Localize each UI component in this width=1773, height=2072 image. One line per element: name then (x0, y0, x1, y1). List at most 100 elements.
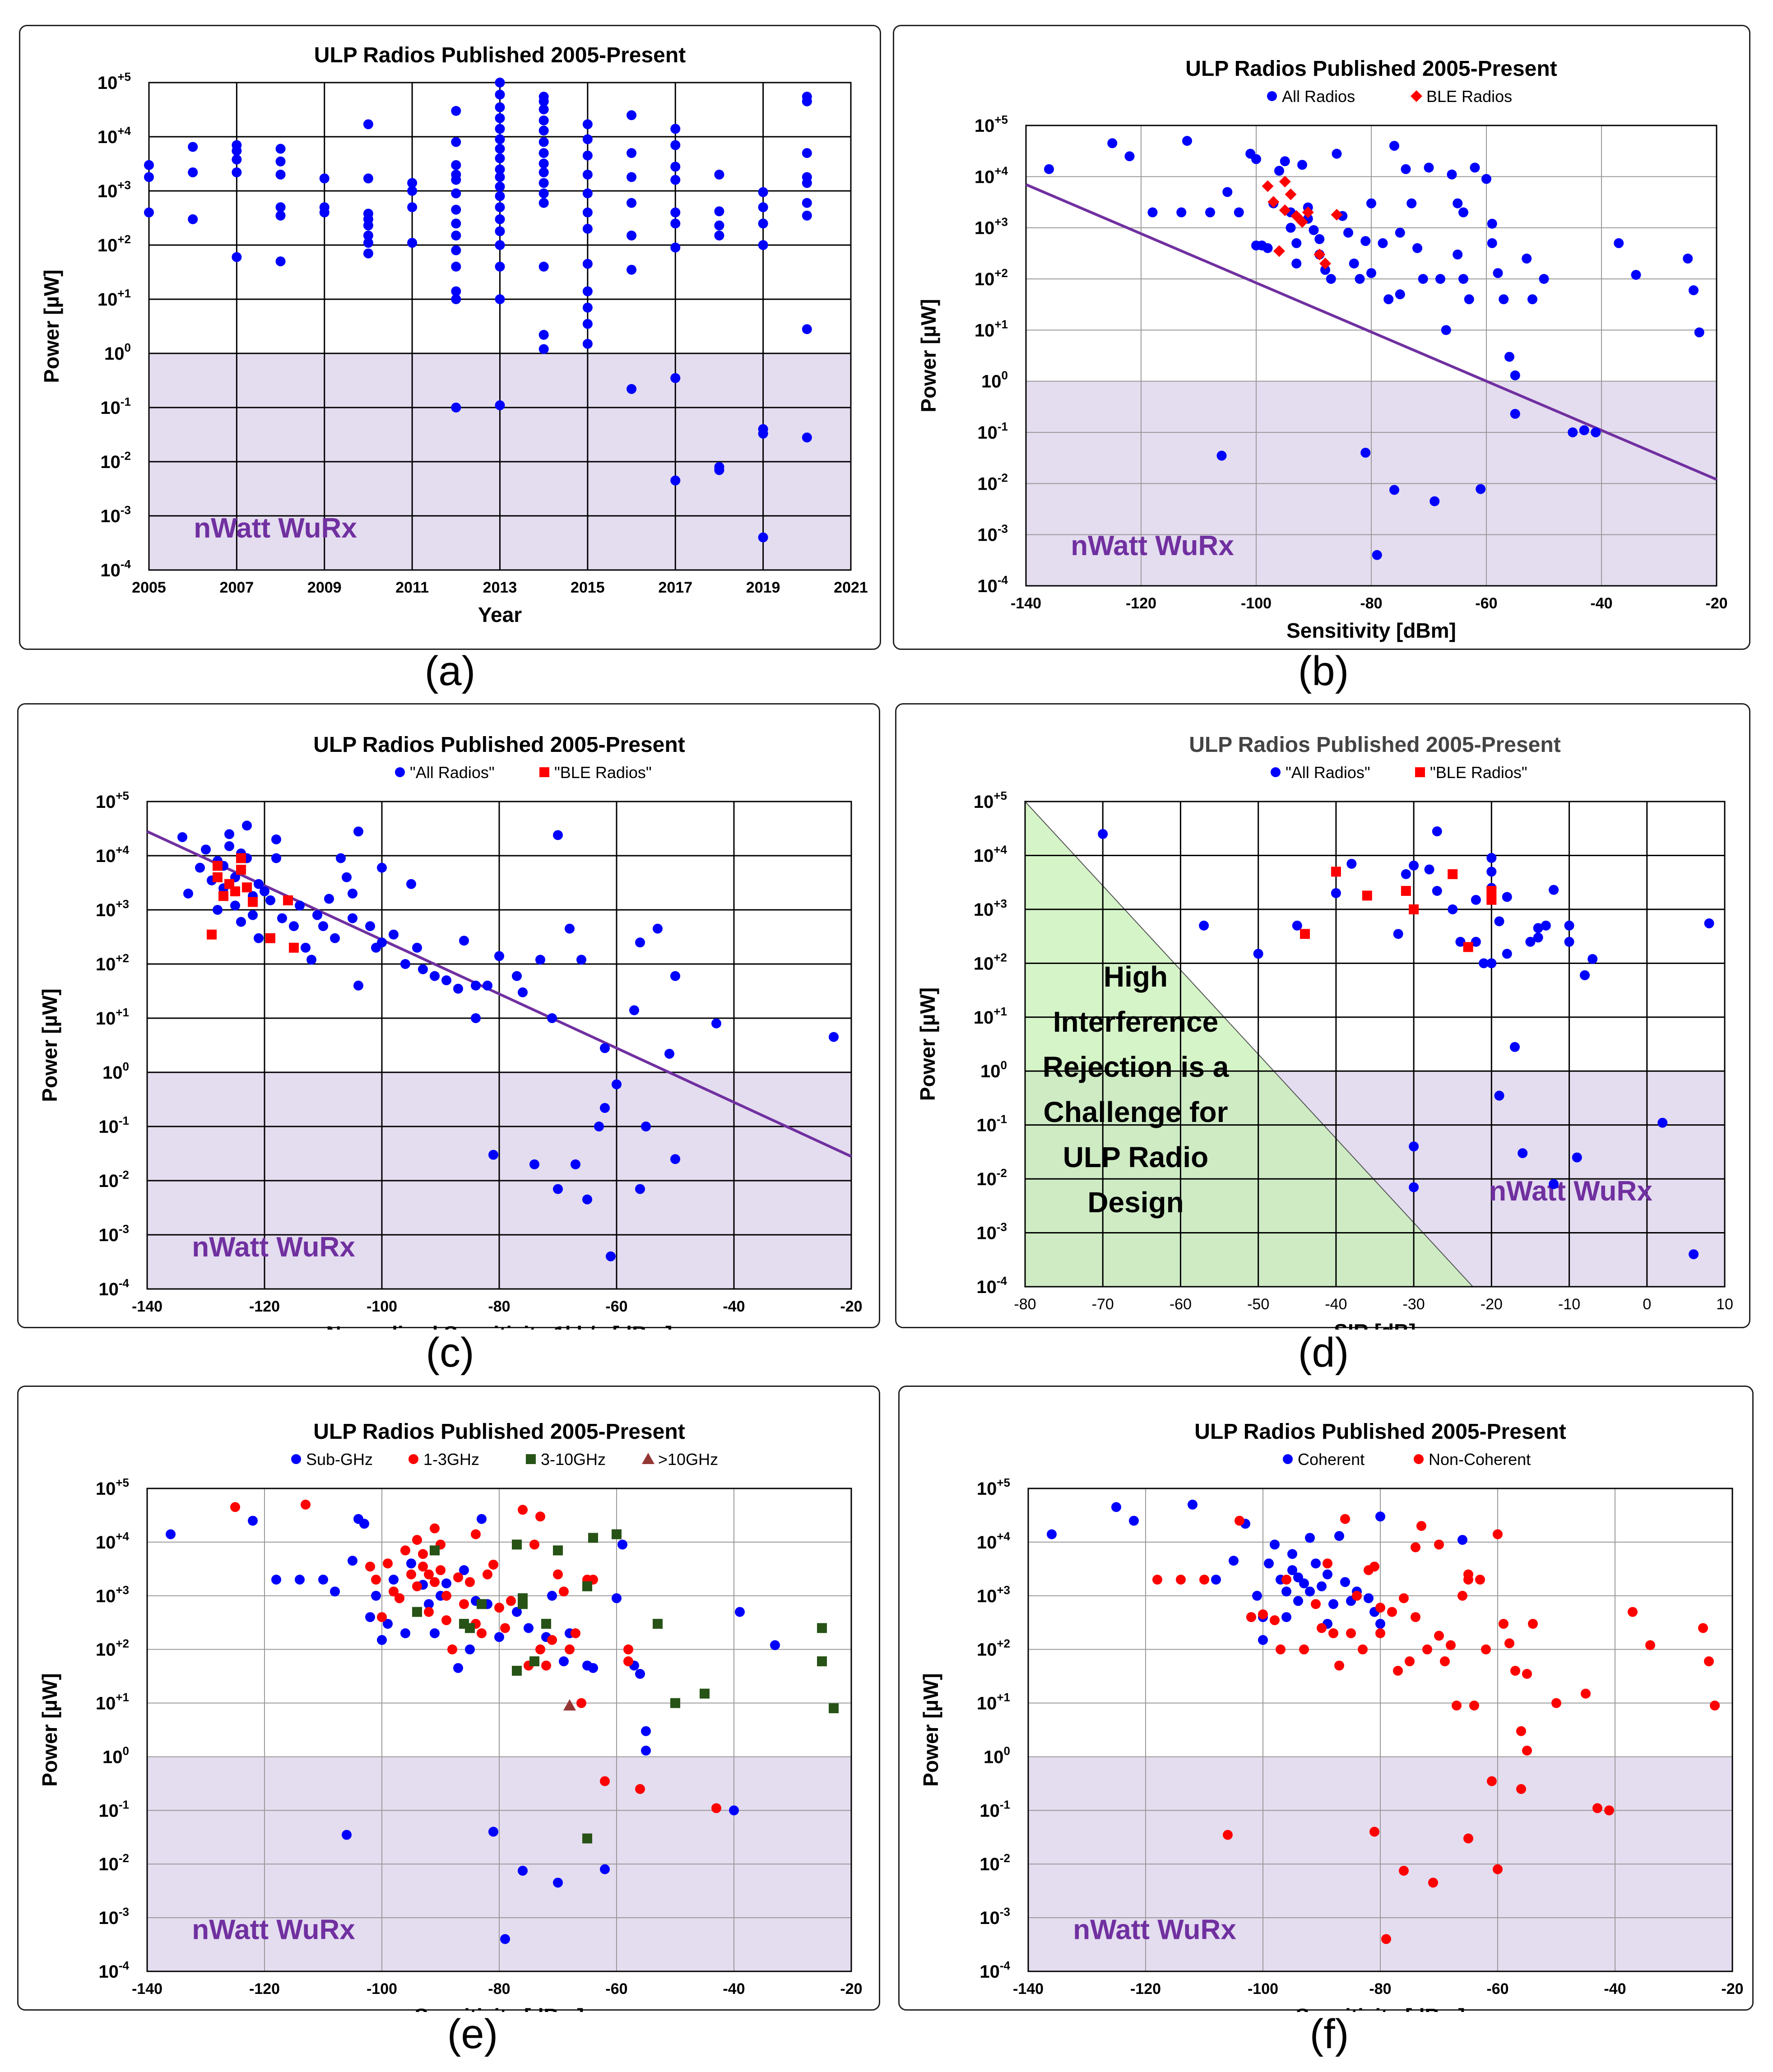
nwatt-wurx-label: nWatt WuRx (1489, 1176, 1652, 1207)
data-point (653, 1618, 663, 1629)
data-point (553, 830, 563, 840)
data-point (430, 971, 440, 981)
data-point (1475, 1574, 1485, 1585)
data-point (1522, 1745, 1532, 1756)
data-point (495, 214, 505, 224)
data-point (451, 261, 461, 272)
y-tick-label: 10-4 (100, 557, 131, 580)
x-tick-label: -20 (840, 1298, 862, 1315)
data-point (363, 248, 373, 259)
data-point (363, 173, 373, 184)
trendline (146, 830, 852, 1158)
data-point (188, 142, 198, 152)
data-point (1375, 1511, 1385, 1522)
data-point (359, 1519, 369, 1529)
data-point (395, 1593, 404, 1604)
data-point (471, 980, 481, 991)
chart-title: ULP Radios Published 2005-Present (1185, 57, 1557, 81)
legend-marker (539, 767, 549, 777)
data-point (1564, 920, 1574, 931)
data-point (188, 167, 198, 177)
chart-panel-f: ULP Radios Published 2005-Present -140 -12… (898, 1386, 1754, 2012)
legend-label: Non-Coherent (1429, 1450, 1531, 1469)
data-point (758, 187, 768, 197)
data-point (236, 853, 246, 863)
data-point (459, 936, 469, 946)
data-point (232, 154, 242, 165)
data-point (553, 1184, 563, 1194)
data-point (1147, 207, 1158, 218)
data-point (670, 207, 681, 218)
x-tick-label: -100 (1241, 595, 1272, 612)
data-point (494, 1603, 504, 1613)
x-tick-label: 10 (1716, 1296, 1733, 1313)
data-point (802, 178, 812, 188)
data-point (1349, 258, 1359, 269)
data-point (582, 319, 593, 329)
data-point (670, 242, 681, 253)
data-point (1300, 929, 1310, 939)
chart-panel-c: ULP Radios Published 2005-Present -140 -12… (17, 703, 880, 1330)
data-point (1334, 1660, 1344, 1671)
data-point (670, 1154, 680, 1164)
data-point (488, 1150, 498, 1160)
y-tick-label: 10-4 (98, 1959, 129, 1982)
legend-marker (1415, 767, 1425, 777)
data-point (1276, 1644, 1286, 1655)
y-axis-label: Power [µW] (38, 1673, 61, 1786)
chart-title: ULP Radios Published 2005-Present (313, 733, 685, 757)
data-point (1258, 1609, 1268, 1620)
data-point (1587, 954, 1598, 964)
data-point (477, 1514, 487, 1524)
data-point (412, 942, 422, 953)
data-point (1591, 427, 1601, 437)
y-tick-label: 10+5 (975, 113, 1008, 136)
chart-e: ULP Radios Published 2005-Present -140 -12… (38, 1420, 863, 2012)
data-point (1360, 448, 1371, 458)
y-tick-label: 100 (980, 1058, 1007, 1081)
data-point (1457, 1590, 1467, 1601)
data-point (1262, 243, 1273, 253)
data-point (1494, 1090, 1504, 1101)
data-point (802, 324, 812, 334)
data-point (451, 286, 461, 297)
data-point (1614, 238, 1624, 248)
data-point (802, 148, 812, 158)
legend-label: "BLE Radios" (1430, 763, 1527, 782)
data-point (1262, 180, 1274, 192)
x-tick-label: -40 (1325, 1296, 1347, 1313)
data-point (213, 872, 223, 882)
caption-a: (a) (424, 648, 476, 694)
data-point (465, 1644, 475, 1655)
y-tick-label: 10-1 (976, 1112, 1007, 1136)
data-point (500, 1623, 510, 1633)
data-point (301, 1499, 311, 1510)
data-point (218, 891, 228, 901)
y-tick-label: 10-2 (977, 471, 1008, 494)
data-point (453, 983, 463, 994)
data-point (1486, 853, 1497, 863)
data-point (1551, 1698, 1561, 1708)
data-point (144, 172, 154, 182)
nwatt-wurx-label: nWatt WuRx (1073, 1914, 1236, 1946)
data-point (1568, 427, 1578, 437)
y-tick-label: 10+4 (977, 1530, 1011, 1553)
data-point (1199, 920, 1209, 931)
data-point (1360, 236, 1371, 246)
data-point (1253, 949, 1263, 959)
data-point (1405, 1656, 1415, 1667)
data-point (758, 532, 768, 542)
x-tick-label: 2021 (834, 579, 868, 596)
data-point (1428, 1877, 1438, 1888)
data-point (714, 206, 724, 217)
plot-frame (1024, 801, 1726, 1288)
data-point (1448, 904, 1458, 914)
data-point (670, 175, 681, 185)
data-point (518, 1599, 528, 1609)
data-point (495, 400, 505, 411)
data-point (407, 202, 418, 213)
data-point (495, 164, 505, 175)
data-point (1409, 1182, 1419, 1192)
data-point (1234, 207, 1244, 218)
data-point (495, 172, 505, 182)
